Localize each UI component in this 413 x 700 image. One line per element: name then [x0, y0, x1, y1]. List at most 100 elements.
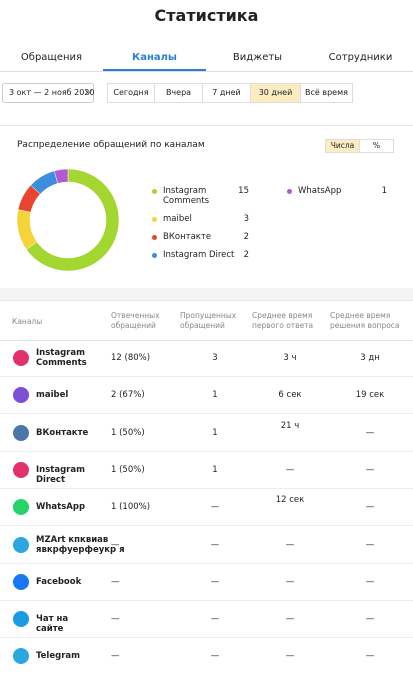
tabs-divider [0, 71, 413, 72]
period-button[interactable]: 7 дней [202, 83, 251, 103]
cell-resolve: — [365, 464, 375, 475]
answered-count: — [111, 539, 120, 550]
legend-value: 2 [243, 232, 249, 242]
row-divider [0, 413, 413, 415]
row-divider [0, 562, 413, 564]
tab[interactable]: Виджеты [232, 52, 283, 63]
cell-resolve: — [365, 502, 375, 513]
cell-missed: — [210, 539, 220, 550]
column-header: Отвеченных обращений [111, 311, 160, 330]
channel-name: ВКонтакте [36, 427, 89, 438]
page-title: Статистика [154, 6, 259, 25]
row-divider [0, 525, 413, 527]
channel-name: Telegram [36, 651, 80, 662]
tab-underline [103, 69, 206, 71]
cell-resolve: — [365, 614, 375, 625]
donut-chart [16, 168, 120, 272]
header-divider [0, 340, 413, 341]
channel-icon [13, 387, 29, 404]
donut-segment [16, 209, 38, 250]
tab[interactable]: Обращения [20, 52, 83, 63]
tab[interactable]: Каналы [132, 52, 177, 63]
cell-missed: 3 [212, 353, 218, 363]
cell-missed: — [210, 576, 220, 587]
cell-missed: — [210, 651, 220, 662]
channel-icon [13, 461, 29, 478]
top-panel [0, 0, 413, 125]
answered-count: — [111, 576, 120, 587]
column-header: Каналы [12, 317, 43, 326]
cell-resolve: — [365, 427, 375, 438]
tab[interactable]: Сотрудники [328, 52, 393, 63]
channel-name: maibel [36, 390, 69, 401]
cell-resolve: 3 дн [360, 353, 380, 363]
cell-missed: — [210, 614, 220, 625]
answered-count: 12 (80%) [111, 353, 151, 363]
column-header: Пропущенных обращений [180, 311, 237, 330]
legend-label: Instagram Comments [163, 186, 210, 206]
cell-missed: 1 [212, 427, 218, 438]
legend-label: Instagram Direct [163, 250, 235, 260]
cell-missed: 1 [212, 390, 218, 401]
channel-icon [13, 611, 29, 628]
cell-resolve: — [365, 651, 375, 662]
legend-value: 1 [381, 186, 387, 196]
answered-count: — [111, 614, 120, 625]
date-dropdown[interactable]: 3 окт — 2 нояб 2020 [2, 83, 95, 103]
cell-first: 12 сек [275, 495, 305, 506]
cell-first: — [285, 576, 295, 587]
answered-count: 1 (100%) [111, 502, 151, 513]
channel-icon [13, 499, 29, 516]
period-button[interactable]: Вчера [154, 83, 203, 103]
legend-value: 3 [243, 214, 249, 224]
cell-resolve: 19 сек [355, 390, 385, 401]
legend-dot [152, 235, 157, 240]
answered-count: 1 (50%) [111, 427, 145, 438]
period-button[interactable]: Всё время [300, 83, 353, 103]
chart-title: Распределение обращений по каналам [17, 140, 205, 150]
legend-dot [287, 189, 292, 194]
donut-segment [25, 168, 120, 272]
channel-icon [13, 536, 29, 553]
answered-count: 1 (50%) [111, 464, 145, 475]
cell-missed: 1 [212, 464, 218, 475]
period-button[interactable]: 30 дней [250, 83, 301, 103]
toggle-button[interactable]: % [359, 139, 394, 153]
cell-resolve: — [365, 576, 375, 587]
channel-name: Facebook [36, 576, 82, 587]
legend-dot [152, 253, 157, 258]
legend-label: ВКонтакте [163, 232, 212, 242]
toggle-button[interactable]: Числа [325, 139, 360, 153]
channel-name: Чат на сайте [36, 614, 69, 635]
cell-first: 21 ч [280, 420, 300, 431]
channel-name: WhatsApp [36, 502, 86, 513]
answered-count: 2 (67%) [111, 390, 145, 401]
channel-name: Instagram Direct [36, 464, 85, 485]
legend-dot [152, 189, 157, 194]
table-card [0, 300, 413, 700]
period-button[interactable]: Сегодня [107, 83, 155, 103]
column-header: Среднее время решения вопроса [330, 311, 400, 330]
legend-label: WhatsApp [298, 186, 342, 196]
cell-first: 3 ч [283, 353, 297, 363]
cell-resolve: — [365, 539, 375, 550]
channel-icon [13, 573, 29, 590]
answered-count: — [111, 651, 120, 662]
row-divider [0, 376, 413, 377]
row-divider [0, 487, 413, 489]
donut-segment [53, 168, 69, 184]
legend-value: 15 [238, 186, 249, 196]
row-divider [0, 599, 413, 601]
cell-first: 6 сек [278, 390, 302, 401]
cell-first: — [285, 614, 295, 625]
legend-value: 2 [243, 250, 249, 260]
cell-missed: — [210, 502, 220, 513]
row-divider [0, 450, 413, 452]
channel-icon [13, 648, 29, 665]
legend-dot [152, 217, 157, 222]
channel-name: MZArt кпквиав явкрфуерфеукр я [36, 534, 125, 555]
cell-first: — [285, 539, 295, 550]
row-divider [0, 637, 413, 639]
cell-first: — [285, 651, 295, 662]
